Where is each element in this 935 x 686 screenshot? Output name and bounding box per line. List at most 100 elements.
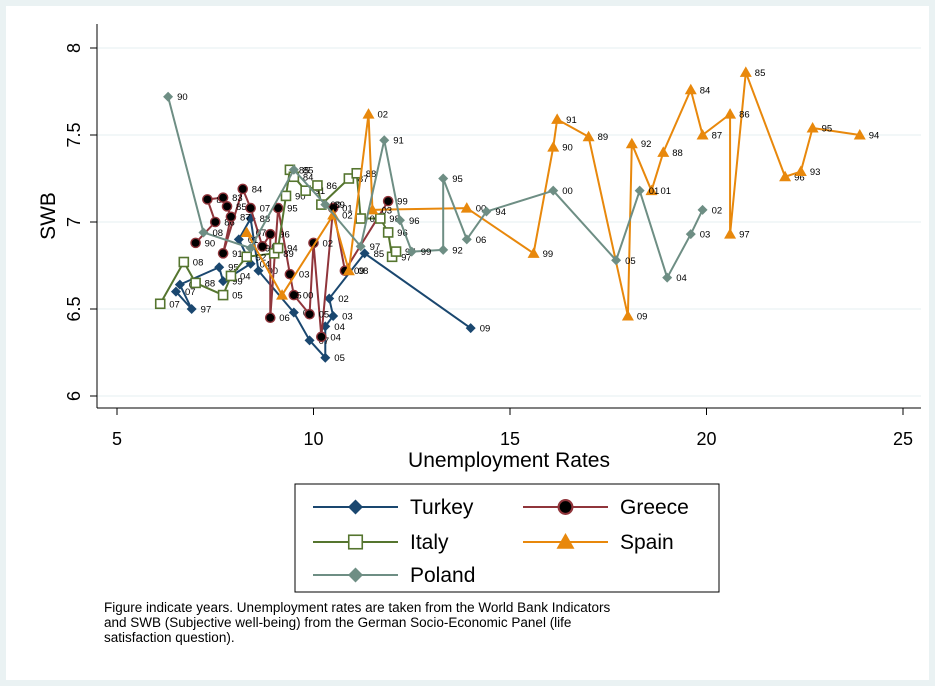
data-point (312, 180, 323, 191)
point-label: 99 (397, 197, 408, 208)
legend-swatch-marker (556, 533, 575, 549)
data-point (288, 164, 299, 175)
point-label: 01 (342, 204, 353, 215)
legend-swatch-marker (348, 567, 363, 583)
data-point (225, 211, 237, 223)
point-label: 05 (291, 291, 302, 302)
point-label: 02 (323, 238, 334, 249)
legend-swatch-marker (347, 534, 364, 550)
data-point (551, 113, 564, 124)
legend-item-turkey: Turkey (313, 496, 474, 519)
point-label: 08 (212, 228, 223, 239)
point-label: 85 (299, 165, 310, 176)
data-point (359, 248, 370, 259)
point-label: 97 (201, 305, 212, 316)
point-label: 04 (330, 332, 341, 343)
point-label: 87 (358, 174, 369, 185)
point-label: 03 (370, 214, 381, 225)
point-label: 05 (334, 353, 345, 364)
data-point (154, 298, 166, 310)
point-label: 08 (193, 258, 204, 269)
series-line-spain (245, 71, 860, 317)
point-label: 01 (660, 186, 671, 197)
point-label: 84 (303, 172, 314, 183)
point-label: 91 (315, 186, 326, 197)
data-point (214, 262, 225, 273)
plot-area (97, 24, 921, 408)
x-tick-label: 25 (893, 429, 913, 449)
point-label: 99 (232, 277, 243, 288)
data-point (190, 237, 201, 249)
point-label: 84 (700, 85, 711, 96)
point-label: 08 (358, 266, 369, 277)
point-label: 85 (236, 202, 247, 213)
data-point (186, 304, 197, 314)
data-point (276, 289, 289, 300)
point-label: 03 (299, 270, 310, 281)
data-point (779, 170, 792, 182)
point-label: 91 (393, 136, 404, 147)
point-label: 05 (319, 310, 330, 321)
legend-label: Poland (410, 564, 475, 587)
legend-label: Spain (620, 531, 674, 554)
data-point (739, 66, 752, 77)
data-point (611, 255, 622, 266)
data-point (684, 83, 697, 95)
data-point (625, 137, 638, 149)
data-point (697, 204, 708, 215)
data-point (320, 199, 331, 210)
point-label: 89 (334, 200, 345, 211)
point-label: 09 (260, 244, 271, 255)
data-point (438, 173, 449, 184)
data-point (548, 185, 559, 196)
data-point (465, 323, 476, 334)
point-label: 00 (330, 200, 341, 211)
legend-item-poland: Poland (313, 564, 475, 587)
series-layer: 0797069599040188000607050403028509908689… (154, 66, 879, 364)
point-label: 97 (370, 242, 381, 253)
data-point (272, 242, 284, 254)
data-point (390, 246, 402, 257)
legend-item-spain: Spain (523, 531, 674, 554)
point-label: 03 (700, 230, 711, 241)
point-label: 88 (205, 278, 216, 289)
point-label: 90 (205, 238, 216, 249)
point-label: 97 (401, 252, 412, 263)
point-label: 85 (755, 68, 766, 79)
data-point (264, 228, 276, 240)
point-label: 00 (562, 186, 573, 197)
point-label: 94 (495, 207, 506, 218)
point-label: 02 (342, 211, 353, 222)
x-tick-label: 15 (500, 429, 520, 449)
point-label: 04 (334, 322, 345, 333)
point-label: 96 (409, 216, 420, 227)
data-point (657, 146, 670, 157)
data-point (853, 129, 866, 140)
point-label: 06 (279, 313, 290, 324)
data-point (264, 312, 276, 324)
data-point (724, 228, 737, 239)
figure-note-line-1: Figure indicate years. Unemployment rate… (104, 600, 611, 615)
series-greece: 9086898385879184070896069503000502040109… (190, 183, 408, 343)
y-tick-label: 8 (64, 43, 84, 53)
point-label: 93 (810, 167, 821, 178)
y-tick-label: 7 (64, 217, 84, 227)
data-point (237, 183, 249, 195)
data-point (257, 241, 268, 252)
point-label: 92 (452, 245, 463, 256)
point-label: 95 (228, 263, 239, 274)
data-point (355, 241, 366, 252)
data-point (438, 244, 449, 255)
data-point (280, 190, 292, 202)
data-point (240, 226, 253, 237)
point-label: 89 (283, 249, 294, 260)
point-label: 03 (381, 205, 392, 216)
data-point (170, 286, 181, 297)
data-point (288, 307, 299, 318)
x-axis-label: Unemployment Rates (408, 449, 610, 472)
point-label: 07 (169, 299, 180, 310)
point-label: 02 (378, 110, 389, 121)
point-label: 00 (476, 204, 487, 215)
